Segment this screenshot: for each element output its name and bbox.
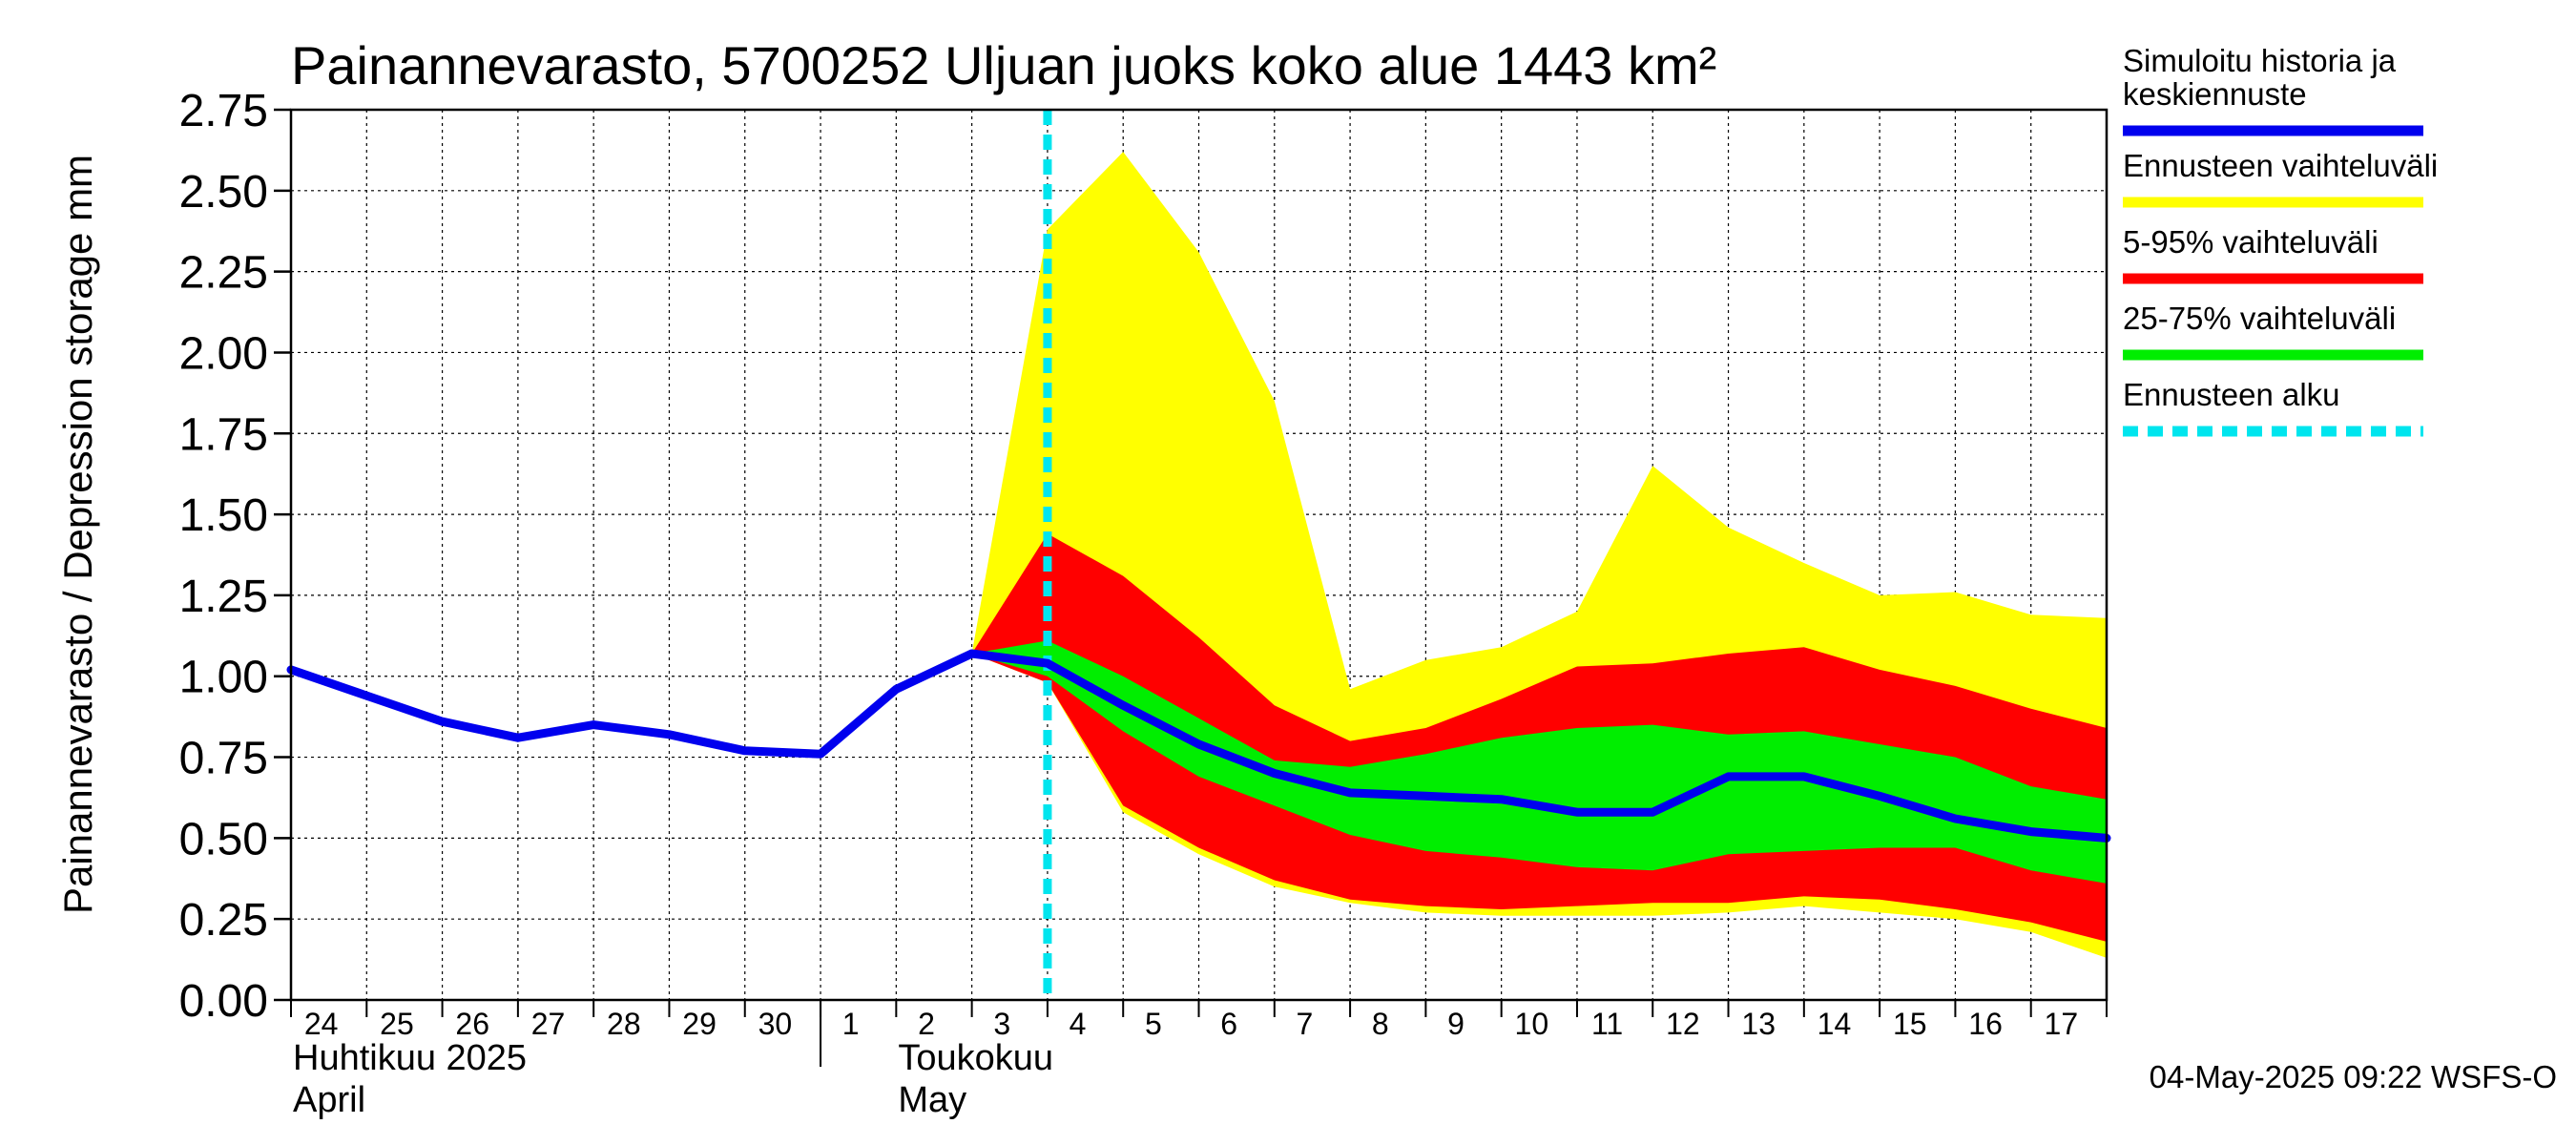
forecast-bands (971, 152, 2107, 958)
x-tick-label: 15 (1893, 1007, 1927, 1041)
x-tick-label: 2 (918, 1007, 935, 1041)
x-tick-label: 28 (607, 1007, 641, 1041)
month-label-english: April (293, 1080, 365, 1120)
axes: 0.00 0.25 0.50 0.75 1.00 1.25 1.50 1.75 2.00 2.25… (179, 86, 2109, 1120)
x-tick-label: 26 (455, 1007, 489, 1041)
x-tick-label: 1 (842, 1007, 860, 1041)
month-label: Toukokuu (898, 1038, 1053, 1078)
legend-label: keskiennuste (2123, 76, 2307, 112)
y-tick-label: 2.50 (179, 167, 268, 218)
x-tick-label: 25 (380, 1007, 414, 1041)
x-tick-label: 7 (1297, 1007, 1314, 1041)
band-25-75-vaihteluv-li (971, 640, 2107, 884)
y-tick-label: 1.00 (179, 653, 268, 703)
y-tick-label: 1.75 (179, 409, 268, 460)
month-label-english: May (898, 1080, 966, 1120)
x-tick-label: 5 (1145, 1007, 1162, 1041)
legend-label: Simuloitu historia ja (2123, 43, 2397, 78)
legend-label: 5-95% vaihteluväli (2123, 224, 2379, 260)
x-tick-label: 24 (304, 1007, 339, 1041)
x-tick-label: 13 (1741, 1007, 1776, 1041)
y-tick-label: 2.25 (179, 248, 268, 299)
legend-label: 25-75% vaihteluväli (2123, 301, 2396, 336)
x-tick-label: 30 (758, 1007, 793, 1041)
x-tick-label: 29 (682, 1007, 717, 1041)
chart-title: Painannevarasto, 5700252 Uljuan juoks ko… (291, 35, 1716, 95)
x-tick-label: 9 (1447, 1007, 1465, 1041)
x-tick-label: 12 (1666, 1007, 1700, 1041)
y-tick-label: 1.25 (179, 572, 268, 622)
series-line-mean (286, 649, 2111, 843)
y-tick-label: 1.50 (179, 490, 268, 541)
x-tick-label: 14 (1818, 1007, 1852, 1041)
x-tick-label: 27 (531, 1007, 566, 1041)
y-tick-label: 0.00 (179, 976, 268, 1027)
y-axis-label: Painannevarasto / Depression storage mm (55, 155, 100, 914)
x-tick-label: 6 (1220, 1007, 1237, 1041)
series-lines (286, 110, 2111, 1000)
y-tick-label: 0.25 (179, 895, 268, 946)
x-tick-label: 3 (993, 1007, 1010, 1041)
y-tick-label: 2.75 (179, 86, 268, 136)
x-tick-label: 17 (2045, 1007, 2079, 1041)
legend-label: Ennusteen alku (2123, 377, 2340, 412)
y-tick-label: 2.00 (179, 328, 268, 379)
legend-label: Ennusteen vaihteluväli (2123, 148, 2438, 183)
x-tick-label: 10 (1515, 1007, 1549, 1041)
month-label: Huhtikuu 2025 (293, 1038, 527, 1078)
y-tick-label: 0.50 (179, 814, 268, 864)
x-tick-label: 16 (1968, 1007, 2003, 1041)
x-tick-label: 4 (1070, 1007, 1087, 1041)
x-tick-label: 11 (1591, 1007, 1623, 1041)
y-tick-label: 0.75 (179, 734, 268, 784)
x-tick-label: 8 (1372, 1007, 1389, 1041)
timestamp: 04-May-2025 09:22 WSFS-O (2150, 1059, 2557, 1094)
